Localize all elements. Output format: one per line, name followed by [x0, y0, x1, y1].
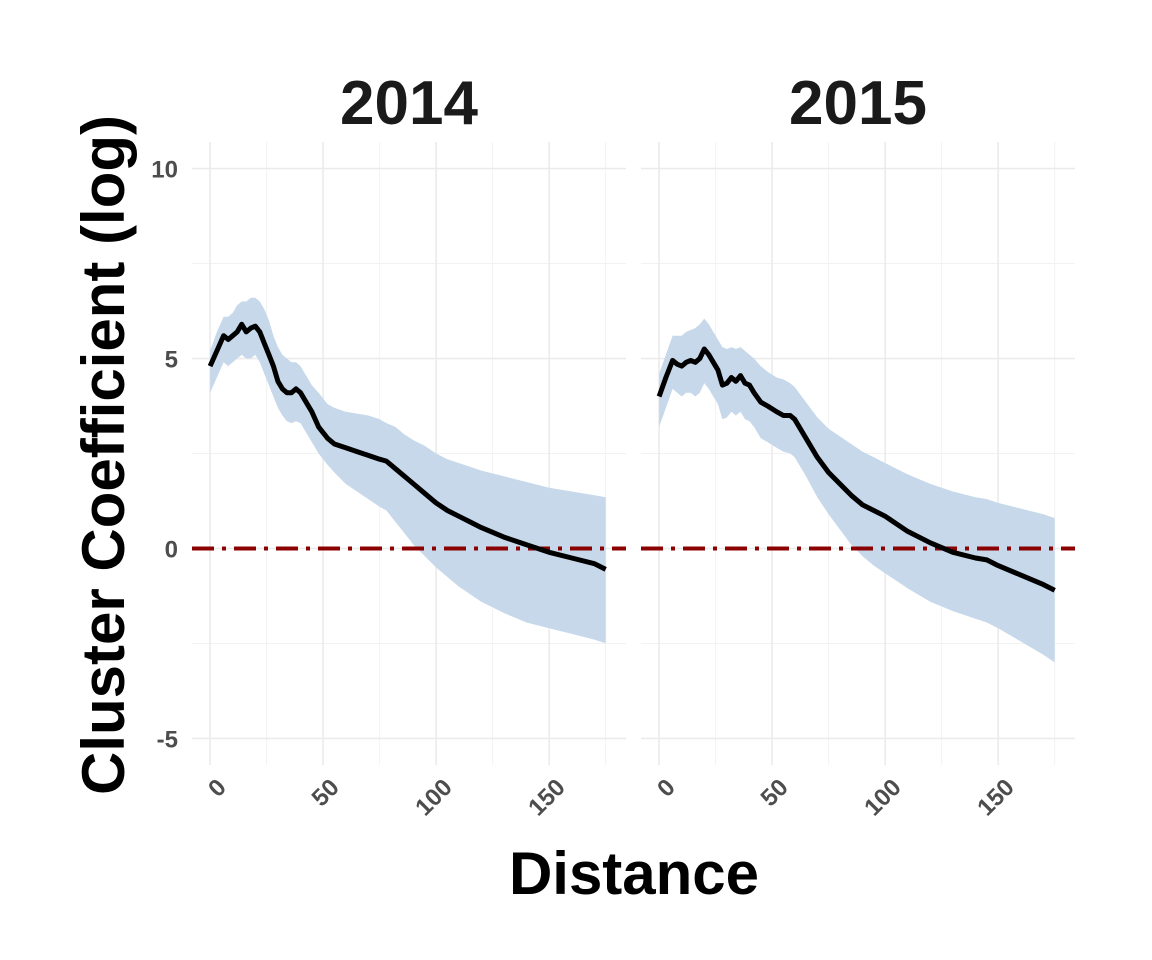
confidence-ribbon [659, 318, 1055, 663]
x-tick-label: 50 [756, 774, 794, 812]
x-axis-title: Distance [509, 840, 759, 907]
mean-line [207, 321, 607, 572]
y-tick-label: 0 [165, 536, 178, 563]
x-tick-label: 0 [652, 774, 681, 803]
x-tick-label: 100 [859, 774, 906, 821]
confidence-ribbon [210, 297, 606, 644]
panel-title: 2015 [789, 69, 927, 138]
x-tick-label: 150 [972, 774, 1019, 821]
x-tick-label: 0 [203, 774, 232, 803]
panel-title: 2014 [340, 69, 478, 138]
panel-2015: 2015 0 50 100 150 [641, 69, 1075, 821]
x-tick-label: 150 [523, 774, 570, 821]
x-tick-label: 50 [307, 774, 345, 812]
mean-line [656, 346, 1056, 593]
y-axis-title: Cluster Coefficient (log) [70, 115, 137, 795]
y-tick-label: -5 [157, 726, 178, 753]
x-tick-label: 100 [410, 774, 457, 821]
y-tick-label: 10 [151, 157, 178, 184]
y-tick-label: 5 [165, 347, 178, 374]
